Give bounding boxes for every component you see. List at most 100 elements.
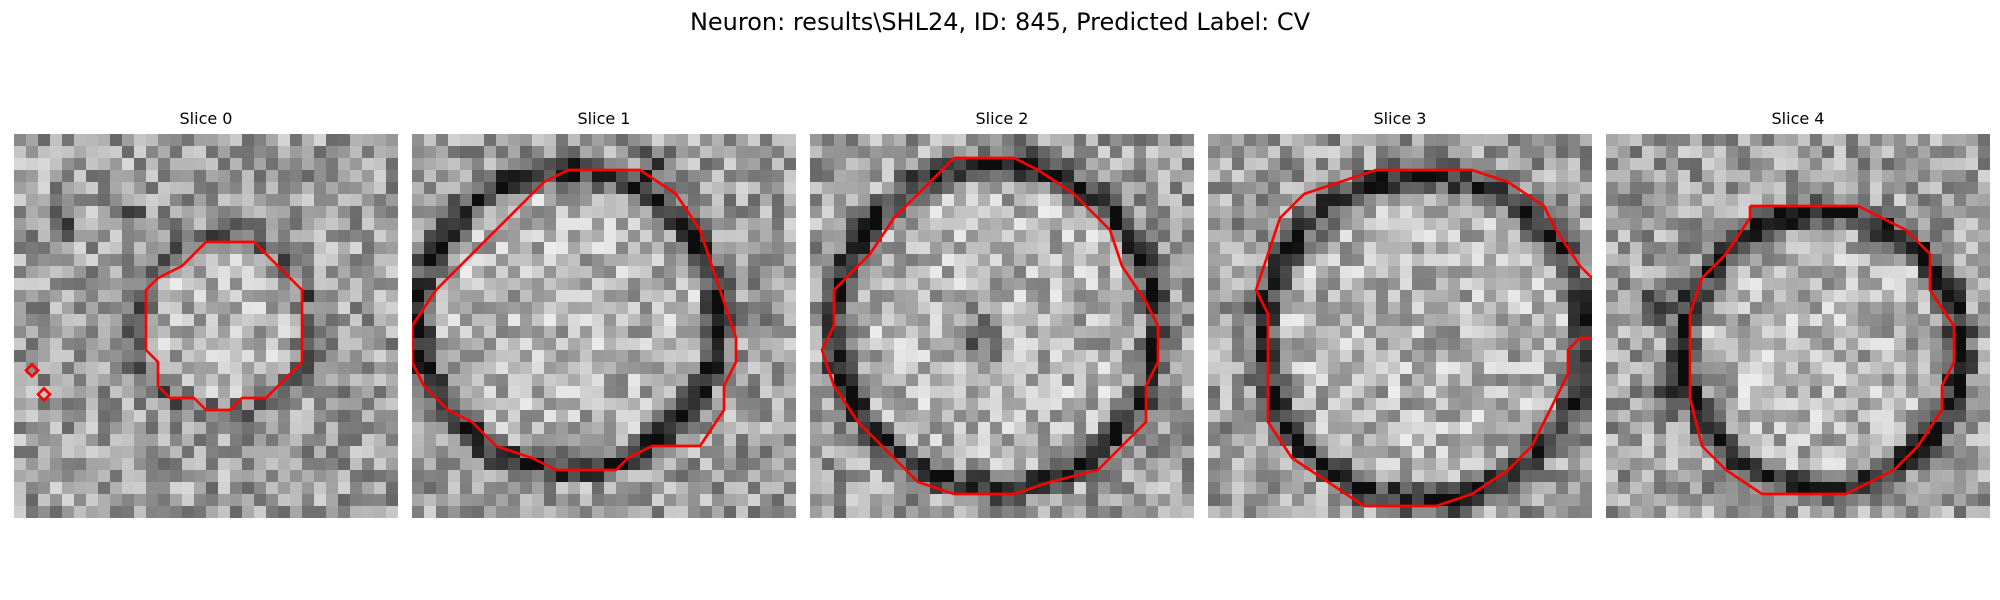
pixel [942, 314, 955, 327]
pixel [1002, 410, 1015, 423]
pixel [374, 494, 387, 507]
pixel [604, 194, 617, 207]
pixel [822, 494, 835, 507]
pixel [1232, 482, 1245, 495]
pixel [496, 398, 509, 411]
pixel [254, 158, 267, 171]
pixel [1376, 134, 1389, 147]
pixel [894, 410, 907, 423]
pixel [182, 482, 195, 495]
pixel [1086, 458, 1099, 471]
pixel [14, 314, 27, 327]
pixel [1520, 494, 1533, 507]
pixel [62, 398, 75, 411]
pixel [1966, 134, 1979, 147]
pixel [1122, 422, 1135, 435]
pixel [194, 338, 207, 351]
pixel [1014, 278, 1027, 291]
pixel [62, 206, 75, 219]
pixel [424, 470, 437, 483]
pixel [1038, 422, 1051, 435]
pixel [1906, 206, 1919, 219]
pixel [1208, 158, 1221, 171]
pixel [338, 434, 351, 447]
pixel [1424, 326, 1437, 339]
pixel [1714, 434, 1727, 447]
pixel [448, 410, 461, 423]
pixel [1098, 266, 1111, 279]
pixel [50, 398, 63, 411]
pixel [1026, 134, 1039, 147]
pixel [1690, 254, 1703, 267]
pixel [1002, 254, 1015, 267]
pixel [1304, 410, 1317, 423]
pixel [1834, 422, 1847, 435]
pixel [1954, 278, 1967, 291]
pixel [254, 494, 267, 507]
pixel [1630, 302, 1643, 315]
pixel [1690, 158, 1703, 171]
pixel [508, 302, 521, 315]
pixel [1340, 290, 1353, 303]
pixel [98, 266, 111, 279]
pixel [50, 410, 63, 423]
pixel [1424, 230, 1437, 243]
pixel [1316, 290, 1329, 303]
pixel [14, 170, 27, 183]
pixel [1654, 170, 1667, 183]
pixel [230, 446, 243, 459]
pixel [134, 422, 147, 435]
pixel [592, 278, 605, 291]
pixel [532, 446, 545, 459]
pixel [26, 398, 39, 411]
pixel [460, 290, 473, 303]
pixel [326, 170, 339, 183]
pixel [1954, 398, 1967, 411]
pixel [38, 362, 51, 375]
pixel [616, 362, 629, 375]
pixel [146, 398, 159, 411]
pixel [146, 386, 159, 399]
pixel [772, 350, 785, 363]
pixel [1110, 506, 1123, 518]
pixel [1774, 386, 1787, 399]
pixel [1894, 386, 1907, 399]
pixel [822, 170, 835, 183]
pixel [1460, 434, 1473, 447]
pixel [1834, 254, 1847, 267]
pixel [1244, 410, 1257, 423]
pixel [1654, 206, 1667, 219]
pixel [38, 446, 51, 459]
pixel [290, 290, 303, 303]
pixel [604, 374, 617, 387]
pixel [326, 194, 339, 207]
pixel [1086, 302, 1099, 315]
pixel [1134, 158, 1147, 171]
pixel [1182, 326, 1194, 339]
pixel [1086, 398, 1099, 411]
pixel [1232, 242, 1245, 255]
pixel [1606, 266, 1619, 279]
pixel [134, 362, 147, 375]
pixel [170, 422, 183, 435]
pixel [1774, 254, 1787, 267]
pixel [966, 170, 979, 183]
pixel [206, 434, 219, 447]
pixel [966, 494, 979, 507]
pixel [170, 350, 183, 363]
pixel [484, 506, 497, 518]
pixel [1618, 458, 1631, 471]
pixel [1098, 446, 1111, 459]
pixel [894, 398, 907, 411]
pixel [338, 182, 351, 195]
pixel [784, 290, 796, 303]
pixel [664, 338, 677, 351]
pixel [1232, 266, 1245, 279]
pixel [1158, 458, 1171, 471]
pixel [688, 242, 701, 255]
pixel [1906, 254, 1919, 267]
pixel [122, 458, 135, 471]
pixel [724, 482, 737, 495]
pixel [1654, 218, 1667, 231]
pixel [134, 398, 147, 411]
